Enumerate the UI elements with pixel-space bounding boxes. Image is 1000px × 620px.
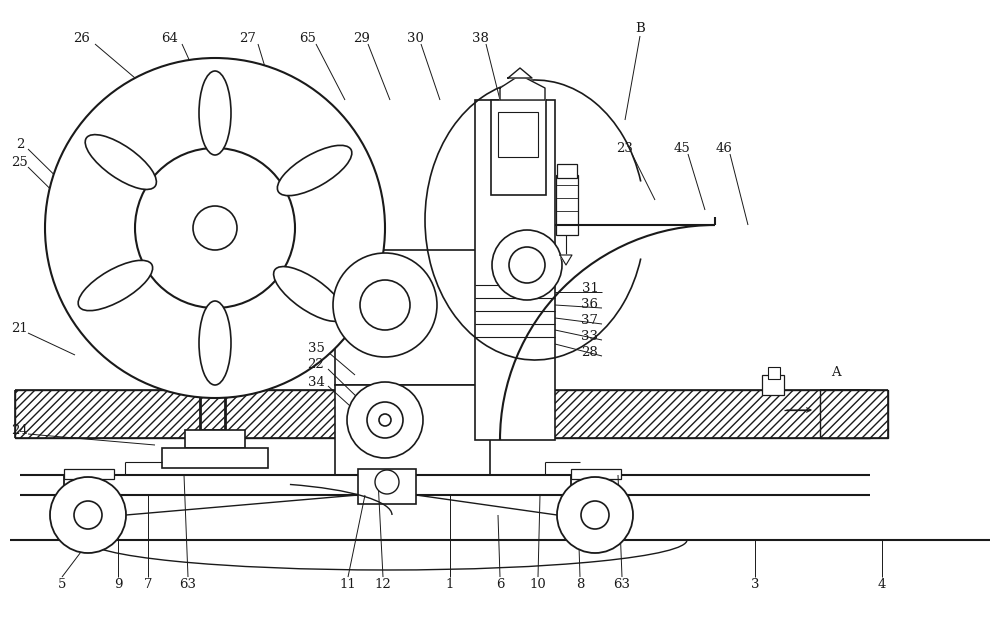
Text: 26: 26 xyxy=(74,32,90,45)
Text: 4: 4 xyxy=(878,578,886,591)
Ellipse shape xyxy=(199,71,231,155)
Circle shape xyxy=(45,58,385,398)
Polygon shape xyxy=(500,75,545,100)
Circle shape xyxy=(509,247,545,283)
Circle shape xyxy=(379,414,391,426)
Text: 5: 5 xyxy=(58,578,66,591)
Text: 21: 21 xyxy=(12,322,28,335)
Text: 9: 9 xyxy=(114,578,122,591)
Text: 64: 64 xyxy=(162,32,178,45)
Polygon shape xyxy=(508,68,532,78)
Text: 45: 45 xyxy=(674,141,690,154)
Circle shape xyxy=(367,402,403,438)
Text: 31: 31 xyxy=(582,281,598,294)
Text: 38: 38 xyxy=(472,32,488,45)
Bar xyxy=(571,469,621,479)
Bar xyxy=(475,100,555,440)
Bar xyxy=(556,175,578,235)
Text: 8: 8 xyxy=(576,578,584,591)
Bar xyxy=(762,375,784,395)
Text: 2: 2 xyxy=(16,138,24,151)
Text: 63: 63 xyxy=(180,578,196,591)
Ellipse shape xyxy=(85,135,156,190)
Text: 23: 23 xyxy=(617,141,633,154)
Ellipse shape xyxy=(78,260,153,311)
Circle shape xyxy=(347,382,423,458)
Ellipse shape xyxy=(277,145,352,196)
Text: 36: 36 xyxy=(582,298,598,311)
Text: 1: 1 xyxy=(446,578,454,591)
Bar xyxy=(820,390,888,438)
Circle shape xyxy=(581,501,609,529)
Text: 63: 63 xyxy=(614,578,631,591)
Bar xyxy=(335,250,490,385)
Bar xyxy=(358,469,416,504)
Circle shape xyxy=(193,206,237,250)
Circle shape xyxy=(50,477,126,553)
Circle shape xyxy=(333,253,437,357)
Circle shape xyxy=(135,148,295,308)
Text: 25: 25 xyxy=(12,156,28,169)
Bar xyxy=(185,430,245,448)
Ellipse shape xyxy=(199,301,231,385)
Text: 24: 24 xyxy=(12,423,28,436)
Text: 27: 27 xyxy=(240,32,256,45)
Text: 46: 46 xyxy=(716,141,732,154)
Polygon shape xyxy=(560,255,572,265)
Text: 22: 22 xyxy=(308,358,324,371)
Text: 34: 34 xyxy=(308,376,324,389)
Bar xyxy=(557,164,577,178)
Circle shape xyxy=(492,230,562,300)
Text: 29: 29 xyxy=(354,32,370,45)
Circle shape xyxy=(360,280,410,330)
Bar xyxy=(162,448,268,468)
Text: 35: 35 xyxy=(308,342,324,355)
Ellipse shape xyxy=(274,267,345,321)
Text: 28: 28 xyxy=(582,345,598,358)
Text: 10: 10 xyxy=(530,578,546,591)
Text: 65: 65 xyxy=(300,32,316,45)
Text: 6: 6 xyxy=(496,578,504,591)
Circle shape xyxy=(74,501,102,529)
Bar xyxy=(768,367,780,379)
Circle shape xyxy=(557,477,633,553)
Text: 3: 3 xyxy=(751,578,759,591)
Bar xyxy=(498,112,538,157)
Bar xyxy=(15,390,870,438)
Text: 12: 12 xyxy=(375,578,391,591)
Text: 30: 30 xyxy=(407,32,423,45)
Circle shape xyxy=(375,470,399,494)
Text: 33: 33 xyxy=(582,329,598,342)
Bar xyxy=(491,100,546,195)
Bar xyxy=(335,385,490,475)
Text: 37: 37 xyxy=(582,314,598,327)
Bar xyxy=(64,469,114,479)
Text: A: A xyxy=(831,366,841,378)
Text: 7: 7 xyxy=(144,578,152,591)
Text: 11: 11 xyxy=(340,578,356,591)
Text: B: B xyxy=(635,22,645,35)
